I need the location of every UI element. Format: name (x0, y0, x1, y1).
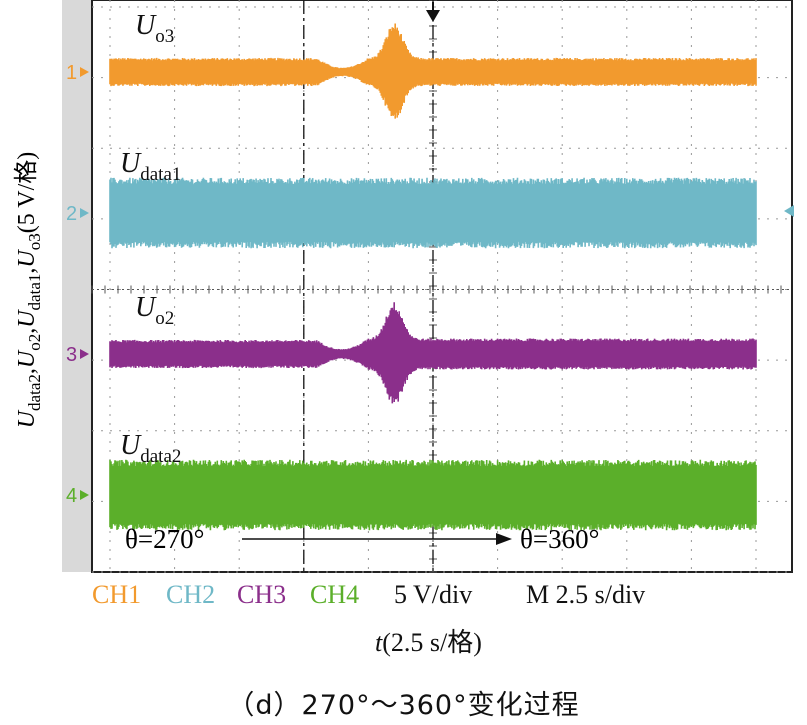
series-line-ch3 (109, 302, 757, 404)
channel-marker-1: 1 (66, 62, 77, 84)
right-level-marker-icon (784, 205, 794, 217)
legend-ch1: CH1 (92, 580, 142, 609)
theta-end-label: θ=360° (520, 524, 599, 554)
channel-marker-3: 3 (66, 344, 77, 366)
x-axis-label: t(2.5 s/格) (375, 628, 482, 657)
series-label-ch4: Udata2 (120, 430, 181, 467)
legend-time-div: M 2.5 s/div (526, 580, 646, 609)
legend-ch2: CH2 (166, 580, 216, 609)
theta-start-label: θ=270° (125, 524, 204, 554)
series-label-ch1: Uo3 (135, 10, 174, 47)
channel-marker-arrow-icon (80, 208, 89, 218)
legend-ch4: CH4 (310, 580, 360, 609)
channel-marker-arrow-icon (80, 490, 89, 500)
y-axis-label-group: Udata2,Uo2,Udata1,Uo3(5 V/格) (13, 152, 44, 429)
legend-ch3: CH3 (237, 580, 287, 609)
series-line-ch1 (109, 23, 757, 119)
y-axis-label: Udata2,Uo2,Udata1,Uo3(5 V/格) (13, 152, 44, 429)
series-line-ch2 (109, 177, 757, 249)
figure-caption: （d）270°～360°变化过程 (227, 690, 580, 721)
channel-marker-panel (62, 0, 92, 572)
waveforms (109, 23, 757, 531)
channel-markers: 1 2 3 4 (66, 62, 89, 507)
trigger-marker-icon (426, 10, 440, 22)
theta-arrow-head-icon (496, 533, 512, 545)
channel-marker-4: 4 (66, 485, 77, 507)
series-label-ch3: Uo2 (135, 292, 174, 329)
series-labels: Uo3 Udata1 Uo2 Udata2 (120, 10, 181, 467)
channel-marker-arrow-icon (80, 349, 89, 359)
annotations: θ=270° θ=360° (125, 2, 794, 554)
channel-marker-arrow-icon (80, 67, 89, 77)
series-line-ch4 (109, 459, 757, 531)
legend-volts-div: 5 V/div (394, 580, 473, 609)
series-label-ch2: Udata1 (120, 148, 181, 185)
channel-marker-2: 2 (66, 203, 77, 225)
